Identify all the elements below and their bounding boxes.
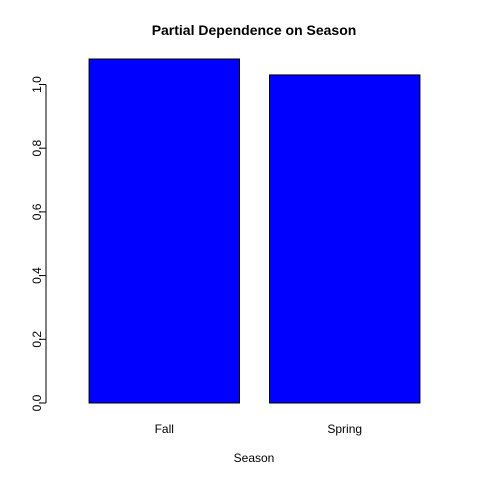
bar-spring [269,74,421,404]
x-axis-label: Season [234,451,275,465]
x-tick-labels: Fall Spring [155,422,362,436]
y-tick-label: 0.4 [30,267,44,284]
y-tick-label: 1.0 [30,76,44,93]
y-tick-label: 0.8 [30,140,44,157]
y-tick-label: 0.0 [30,394,44,411]
bars-group [88,58,421,404]
bar-fall [88,58,240,404]
y-axis: 0.0 0.2 0.4 0.6 0.8 1.0 [30,76,47,411]
y-tick-label: 0.2 [30,331,44,348]
y-tick-label: 0.6 [30,203,44,220]
x-tick-label-spring: Spring [327,422,362,436]
chart-title: Partial Dependence on Season [152,22,357,38]
x-tick-label-fall: Fall [155,422,174,436]
